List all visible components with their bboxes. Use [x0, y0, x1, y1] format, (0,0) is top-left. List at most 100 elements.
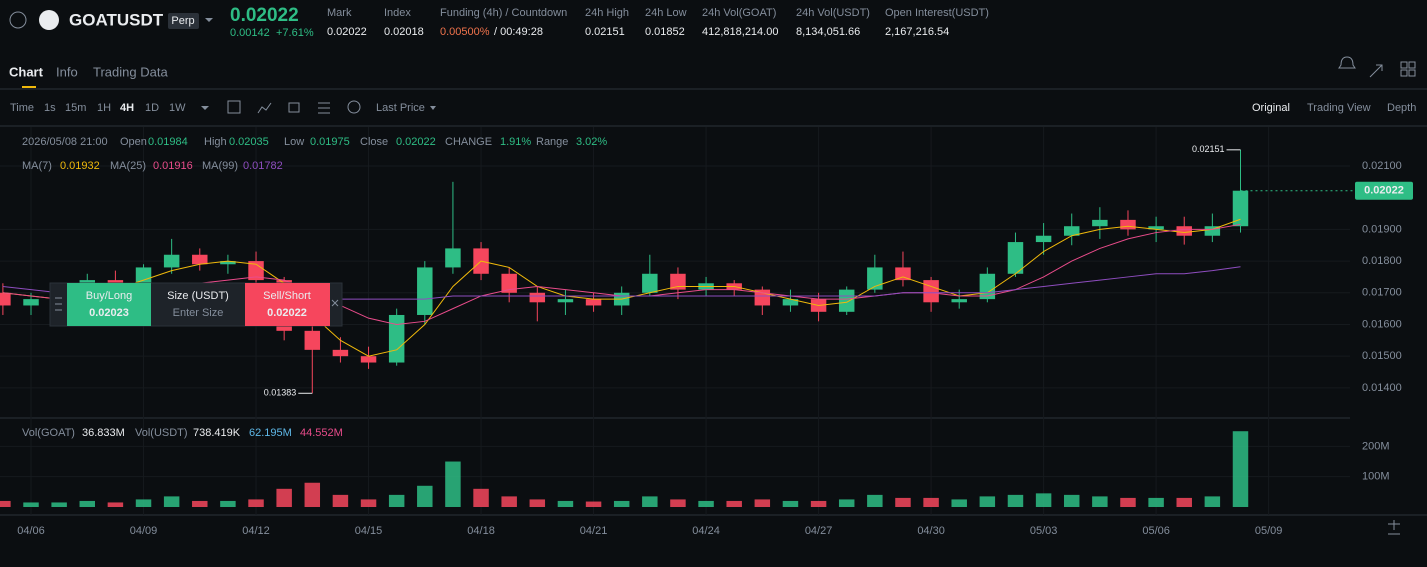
candle-body: [304, 330, 321, 350]
interval[interactable]: 1D: [145, 102, 159, 114]
view-option[interactable]: Trading View: [1307, 102, 1371, 114]
layout-icon[interactable]: [1408, 69, 1416, 77]
coin-logo: [39, 10, 59, 30]
candle-body: [529, 292, 546, 303]
ma-value: 0.01932: [60, 160, 100, 172]
interval[interactable]: 4H: [120, 102, 134, 114]
tool-icon[interactable]: [318, 102, 330, 114]
tool-icon[interactable]: [288, 102, 300, 113]
candle-body: [1204, 226, 1221, 236]
sell-label[interactable]: Sell/Short: [263, 290, 311, 302]
candle-body: [1232, 190, 1249, 227]
scale-icon[interactable]: [1388, 520, 1400, 535]
volume-bar: [304, 482, 321, 507]
volume-bar: [726, 500, 742, 507]
candle-body: [0, 292, 11, 306]
ohlc-time: 2026/05/08 21:00: [22, 136, 108, 148]
contract-badge: [168, 13, 199, 29]
expand-icon[interactable]: [1369, 64, 1383, 78]
size-label: Size (USDT): [167, 290, 229, 302]
y-tick-label: 0.01700: [1362, 287, 1402, 299]
high-label: 0.02151: [1192, 144, 1225, 154]
tool-icon[interactable]: [347, 100, 361, 114]
ohlc-value: 0.02022: [396, 136, 436, 148]
symbol[interactable]: GOATUSDT: [69, 10, 164, 29]
stat-value: 412,818,214.00: [702, 26, 778, 38]
volume-bar: [529, 499, 546, 507]
ohlc-label: Range: [536, 136, 568, 148]
favorite-icon[interactable]: [9, 11, 27, 29]
last-price-tag: [1355, 181, 1413, 200]
tab-underline: [22, 86, 36, 88]
buy-button[interactable]: [67, 283, 151, 326]
dropdown[interactable]: [430, 106, 436, 110]
buy-price[interactable]: 0.02023: [89, 307, 129, 319]
candle-body: [895, 267, 911, 281]
volume-bar: [135, 499, 152, 507]
volume-bar: [473, 488, 489, 507]
volume-bar: [895, 497, 911, 507]
change: 0.00142: [230, 27, 270, 39]
view-option[interactable]: Depth: [1387, 102, 1416, 114]
dropdown[interactable]: [201, 106, 209, 110]
tab[interactable]: Trading Data: [93, 64, 168, 79]
volume-bar: [332, 494, 349, 507]
volume-bar: [1120, 497, 1136, 507]
layout-icon[interactable]: [1400, 69, 1408, 77]
y-tick-label: 0.01400: [1362, 382, 1402, 394]
stat-label: 24h High: [585, 7, 629, 19]
y-tick-label: 0.01500: [1362, 350, 1402, 362]
tab[interactable]: Chart: [9, 64, 44, 79]
buy-label[interactable]: Buy/Long: [86, 290, 132, 302]
interval[interactable]: 1W: [169, 102, 186, 114]
stat-label: Mark: [327, 7, 352, 19]
x-tick-label: 04/06: [17, 525, 45, 537]
volume-bar: [782, 500, 799, 507]
volume-bar: [923, 497, 939, 507]
y-tick-label: 0.01600: [1362, 318, 1402, 330]
volume-bar: [1176, 497, 1192, 507]
volume-bar: [445, 461, 461, 507]
x-tick-label: 04/30: [917, 525, 945, 537]
stat-value: 0.01852: [645, 26, 685, 38]
candle-body: [867, 267, 883, 290]
candle-body: [951, 299, 967, 303]
interval[interactable]: 1s: [44, 102, 56, 114]
sell-button[interactable]: [245, 283, 330, 326]
tool-icon[interactable]: [227, 100, 241, 114]
volume-bar: [1007, 494, 1024, 507]
price-type[interactable]: Last Price: [376, 102, 425, 114]
ma-value: 0.01782: [243, 160, 283, 172]
candle-body: [670, 273, 686, 290]
close-icon[interactable]: [331, 299, 339, 307]
stat-value: 8,134,051.66: [796, 26, 860, 38]
interval[interactable]: 15m: [65, 102, 86, 114]
stat-countdown: / 00:49:28: [494, 26, 543, 38]
ma-value: 0.01916: [153, 160, 193, 172]
volume-bar: [754, 499, 771, 507]
x-tick-label: 04/24: [692, 525, 720, 537]
size-input[interactable]: Enter Size: [173, 307, 224, 319]
stat-label: Funding (4h) / Countdown: [440, 7, 567, 19]
tool-icon[interactable]: [257, 102, 272, 114]
change-pct: +7.61%: [276, 27, 314, 39]
drag-handle[interactable]: [55, 297, 62, 311]
ohlc-value: 0.01975: [310, 136, 350, 148]
ohlc-value: 1.91%: [500, 136, 531, 148]
tab[interactable]: Info: [56, 64, 78, 79]
volume-bar: [838, 499, 855, 507]
volume-bar: [979, 496, 996, 507]
layout-icon[interactable]: [1408, 61, 1416, 69]
interval[interactable]: 1H: [97, 102, 111, 114]
vol-tick-label: 100M: [1362, 471, 1390, 483]
volume-bar: [1148, 497, 1164, 507]
vol-value: 738.419K: [193, 427, 241, 439]
candle-body: [1120, 219, 1136, 230]
layout-icon[interactable]: [1400, 61, 1408, 69]
view-option[interactable]: Original: [1252, 102, 1290, 114]
stat-label: 24h Vol(GOAT): [702, 7, 776, 19]
volume-bar: [810, 500, 827, 507]
dropdown[interactable]: [205, 18, 213, 22]
alert-icon[interactable]: [1338, 56, 1356, 69]
sell-price[interactable]: 0.02022: [267, 307, 307, 319]
